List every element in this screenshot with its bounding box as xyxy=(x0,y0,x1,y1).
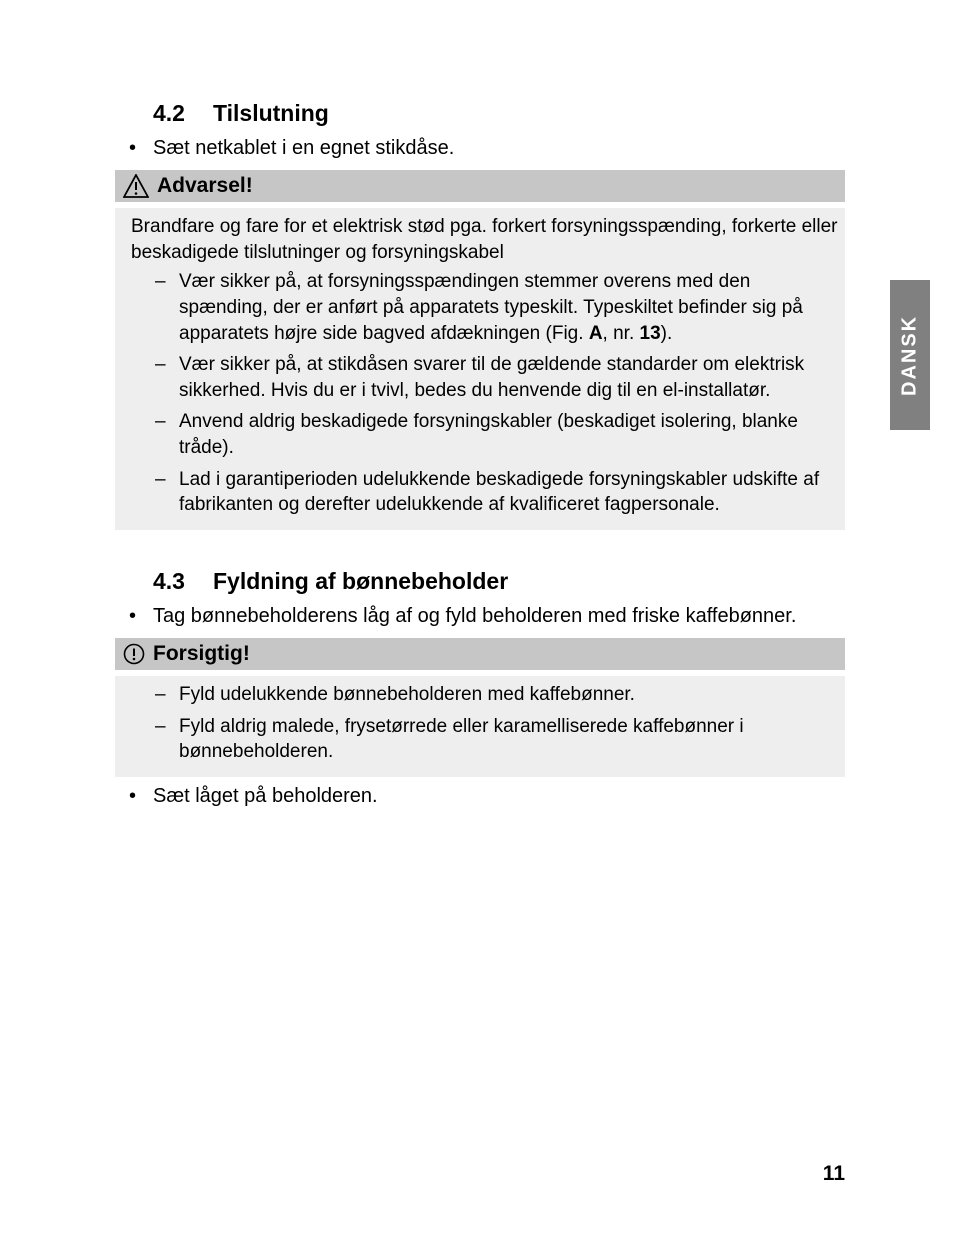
caution-label: Forsigtig! xyxy=(153,642,250,666)
fig-num: 13 xyxy=(640,323,661,344)
warning-bar: Advarsel! xyxy=(115,170,845,202)
list-item: Fyld aldrig malede, frysetørrede eller k… xyxy=(119,714,841,765)
warning-intro: Brandfare og fare for et elektrisk stød … xyxy=(119,214,841,265)
section-title: Tilslutning xyxy=(213,100,329,126)
warning-label: Advarsel! xyxy=(157,174,253,198)
text: Vær sikker på, at forsyningsspændingen s… xyxy=(179,271,803,343)
caution-circle-icon xyxy=(123,643,145,665)
language-tab: DANSK xyxy=(890,280,930,430)
fig-ref: A xyxy=(589,323,603,344)
list-item: Tag bønnebeholderens låg af og fyld beho… xyxy=(115,603,845,630)
warning-block: Brandfare og fare for et elektrisk stød … xyxy=(115,208,845,530)
list-item: Vær sikker på, at forsyningsspændingen s… xyxy=(119,269,841,346)
section-4-2-heading: 4.2Tilslutning xyxy=(153,100,845,127)
section-4-3-bullets-1: Tag bønnebeholderens låg af og fyld beho… xyxy=(115,603,845,630)
caution-bar: Forsigtig! xyxy=(115,638,845,670)
section-4-2-bullets: Sæt netkablet i en egnet stikdåse. xyxy=(115,135,845,162)
text: , nr. xyxy=(603,323,640,344)
manual-page: DANSK 4.2Tilslutning Sæt netkablet i en … xyxy=(0,0,960,1238)
list-item: Sæt netkablet i en egnet stikdåse. xyxy=(115,135,845,162)
section-number: 4.2 xyxy=(153,100,213,127)
warning-items: Vær sikker på, at forsyningsspændingen s… xyxy=(119,269,841,518)
text: ). xyxy=(661,323,673,344)
list-item: Lad i garantiperioden udelukkende beskad… xyxy=(119,467,841,518)
section-4-3-bullets-2: Sæt låget på beholderen. xyxy=(115,783,845,810)
list-item: Anvend aldrig beskadigede forsyningskabl… xyxy=(119,409,841,460)
section-title: Fyldning af bønnebeholder xyxy=(213,568,508,594)
section-4-3-heading: 4.3Fyldning af bønnebeholder xyxy=(153,568,845,595)
section-number: 4.3 xyxy=(153,568,213,595)
page-number: 11 xyxy=(823,1162,845,1186)
list-item: Sæt låget på beholderen. xyxy=(115,783,845,810)
caution-block: Fyld udelukkende bønnebeholderen med kaf… xyxy=(115,676,845,777)
list-item: Fyld udelukkende bønnebeholderen med kaf… xyxy=(119,682,841,708)
caution-items: Fyld udelukkende bønnebeholderen med kaf… xyxy=(119,682,841,765)
list-item: Vær sikker på, at stikdåsen svarer til d… xyxy=(119,352,841,403)
warning-triangle-icon xyxy=(123,174,149,198)
